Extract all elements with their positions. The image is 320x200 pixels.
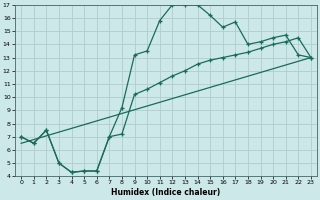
X-axis label: Humidex (Indice chaleur): Humidex (Indice chaleur) bbox=[111, 188, 221, 197]
